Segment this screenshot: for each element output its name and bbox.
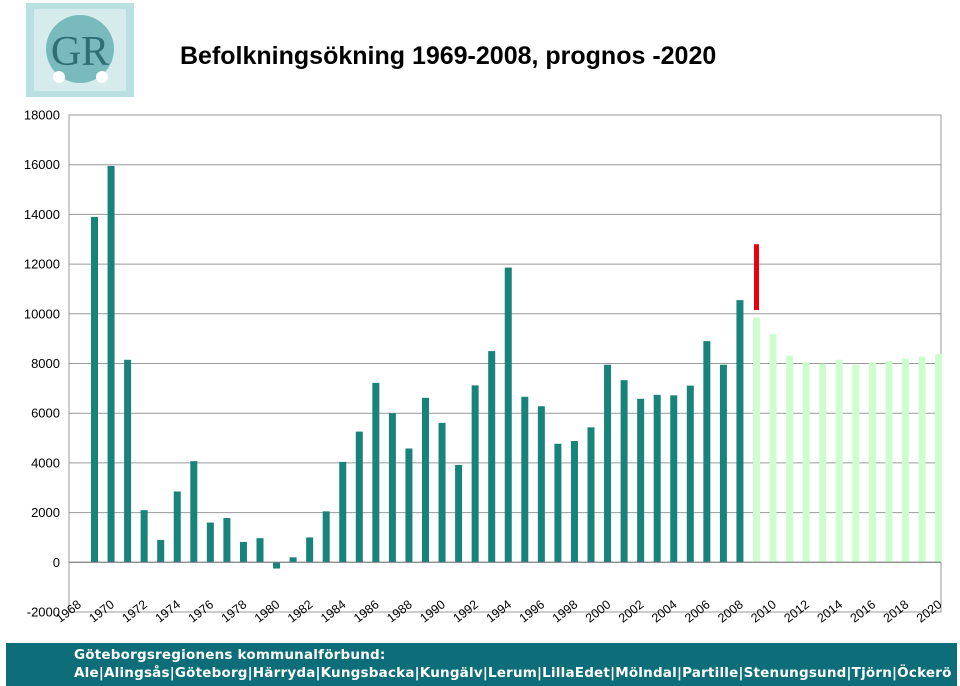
footer-member-list: Ale|Alingsås|Göteborg|Härryda|Kungsbacka…	[74, 665, 952, 681]
bar-forecast	[852, 364, 860, 563]
bar-forecast	[819, 363, 827, 563]
bar-chart: -2000 0 2000 4000 6000 8000 10000 12000 14000 160…	[24, 108, 945, 626]
y-tick-label: 0	[53, 555, 60, 570]
bar-historic	[306, 537, 314, 563]
bar-historic	[339, 461, 347, 563]
bar-historic	[587, 427, 595, 563]
svg-text:GR: GR	[51, 29, 109, 75]
bar-historic	[570, 441, 578, 563]
y-tick-label: 12000	[24, 257, 60, 272]
bar-historic	[405, 448, 413, 563]
bar-forecast	[802, 362, 810, 563]
bar-historic	[91, 216, 98, 563]
y-tick-label: 10000	[24, 306, 60, 321]
bar-historic	[289, 557, 297, 563]
y-tick-label: 16000	[24, 157, 60, 172]
y-tick-label: 18000	[24, 108, 60, 123]
bar-historic	[686, 385, 694, 563]
bar-forecast	[868, 362, 876, 563]
bar-forecast	[769, 334, 777, 563]
bar-historic	[422, 397, 429, 563]
y-tick-label: 14000	[24, 207, 60, 222]
bar-forecast	[918, 356, 926, 563]
bar-historic	[124, 359, 132, 563]
bar-forecast	[935, 354, 943, 563]
bar-historic	[703, 341, 711, 563]
bar-forecast	[835, 359, 843, 563]
bar-historic	[719, 364, 727, 563]
bar-historic	[107, 165, 115, 563]
bar-historic	[438, 422, 446, 563]
bar-historic	[736, 300, 744, 563]
bar-forecast	[786, 355, 794, 563]
gr-logo: GR	[26, 3, 134, 97]
footer-banner: Göteborgsregionens kommunalförbund: Ale|…	[6, 643, 957, 686]
bar-forecast	[753, 317, 760, 563]
y-tick-label: 4000	[31, 455, 60, 470]
y-tick-label: 6000	[31, 406, 60, 421]
bar-historic	[388, 413, 396, 563]
bar-historic	[256, 538, 264, 563]
bar-historic	[471, 385, 479, 563]
bar-historic	[223, 518, 231, 563]
bar-historic	[140, 510, 148, 563]
bar-historic	[239, 541, 247, 563]
bar-historic	[157, 539, 165, 563]
bar-historic	[355, 431, 363, 563]
bar-forecast	[901, 358, 909, 563]
y-tick-label: 8000	[31, 356, 60, 371]
y-tick-label: -2000	[27, 605, 60, 620]
bar-forecast	[885, 361, 893, 563]
bar-historic	[670, 395, 678, 563]
bar-historic	[554, 443, 562, 563]
bar-historic	[537, 406, 545, 563]
bar-historic	[455, 464, 463, 563]
bar-historic	[206, 522, 214, 563]
bar-historic	[322, 511, 330, 563]
bar-forecast-high	[754, 244, 759, 311]
bar-historic	[604, 364, 612, 563]
bar-historic	[273, 562, 281, 569]
bar-historic	[620, 380, 628, 563]
y-tick-label: 2000	[31, 505, 60, 520]
page-title: Befolkningsökning 1969-2008, prognos -20…	[180, 42, 717, 70]
footer-heading: Göteborgsregionens kommunalförbund:	[74, 647, 386, 663]
bar-historic	[372, 382, 380, 563]
bar-historic	[173, 491, 181, 563]
bar-historic	[653, 394, 661, 563]
bar-historic	[637, 398, 645, 563]
bar-historic	[488, 351, 496, 563]
bar-historic	[504, 267, 512, 563]
bar-historic	[521, 396, 529, 563]
bar-historic	[190, 461, 198, 563]
